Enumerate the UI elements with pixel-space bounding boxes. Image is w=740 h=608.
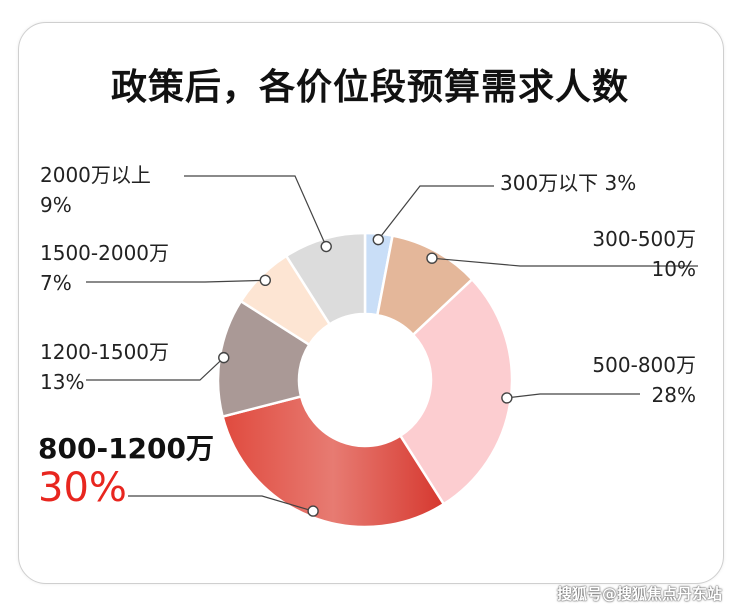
- label-2000-above: 2000万以上 9%: [40, 160, 151, 220]
- leader-line-6: [184, 175, 327, 247]
- watermark: 搜狐号@搜狐焦点丹东站: [556, 585, 722, 603]
- label-800-1200: 800-1200万 30%: [38, 432, 214, 510]
- leader-dot-1: [426, 252, 438, 264]
- leader-line-3: [128, 495, 314, 512]
- label-300-500-value: 10%: [651, 257, 696, 281]
- leader-line-4: [86, 357, 225, 381]
- label-1500-2000-category: 1500-2000万: [40, 241, 170, 265]
- leader-line-0: [377, 185, 494, 240]
- label-800-1200-category: 800-1200万: [38, 432, 214, 465]
- label-2000-above-category: 2000万以上: [40, 163, 151, 187]
- slice-3: [221, 394, 446, 529]
- label-2000-above-value: 9%: [40, 193, 72, 217]
- label-1500-2000: 1500-2000万 7%: [40, 238, 169, 298]
- label-500-800-category: 500-800万: [592, 353, 696, 377]
- leader-dot-0: [372, 233, 384, 246]
- leader-line-1: [431, 257, 698, 267]
- label-300-500-category: 300-500万: [592, 227, 696, 251]
- leader-dot-5: [259, 274, 271, 286]
- slice-2: [398, 277, 514, 506]
- leader-line-2: [506, 393, 640, 399]
- chart-title: 政策后，各价位段预算需求人数: [110, 67, 629, 108]
- label-1200-1500-value: 13%: [40, 370, 85, 394]
- label-300-500: 300-500万 10%: [592, 224, 696, 284]
- leader-dot-6: [320, 240, 332, 253]
- leader-dot-2: [501, 392, 513, 404]
- label-500-800: 500-800万 28%: [592, 350, 696, 410]
- label-300-below-text: 300万以下 3%: [500, 171, 637, 195]
- leader-dot-3: [307, 505, 319, 517]
- label-800-1200-value: 30%: [38, 465, 127, 511]
- leader-dot-4: [218, 351, 230, 364]
- slice-6: [284, 231, 367, 326]
- label-500-800-value: 28%: [651, 383, 696, 407]
- label-1200-1500-category: 1200-1500万: [40, 340, 170, 364]
- label-1200-1500: 1200-1500万 13%: [40, 337, 169, 397]
- label-300-below: 300万以下 3%: [500, 168, 636, 198]
- leader-line-5: [86, 279, 266, 283]
- label-1500-2000-value: 7%: [40, 271, 72, 295]
